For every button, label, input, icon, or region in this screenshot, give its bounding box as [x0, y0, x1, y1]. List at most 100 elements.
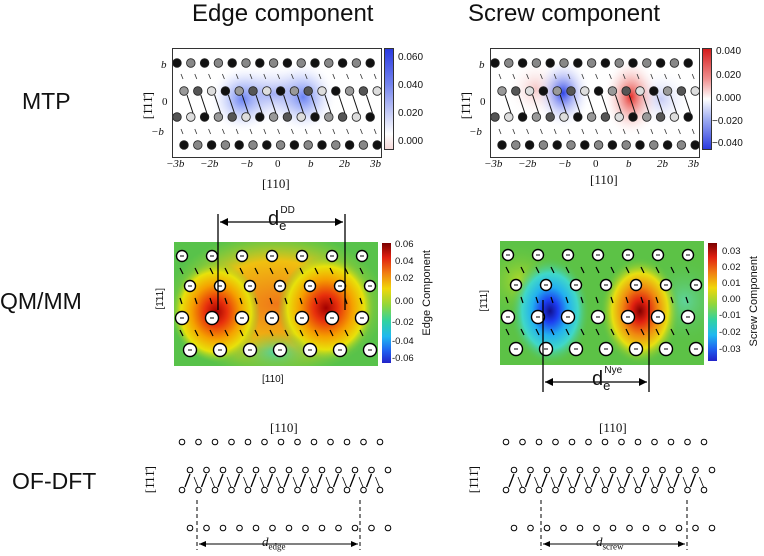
atom-marker [634, 438, 642, 446]
atom-marker [662, 86, 673, 96]
displacement-arrow [239, 267, 244, 275]
displacement-arrow [616, 476, 622, 488]
displacement-arrow [498, 73, 502, 80]
qmmm-edge-cbar-tick: 0.00 [395, 296, 414, 307]
atom-marker [676, 86, 687, 96]
displacement-arrow [224, 297, 228, 305]
atom-marker [651, 486, 658, 494]
displacement-arrow [277, 73, 280, 80]
displacement-arrow [291, 73, 294, 80]
displacement-arrow [689, 473, 697, 488]
mtp-xtick: b [308, 158, 314, 170]
qmmm-screw-panel [500, 241, 704, 365]
atom-marker [261, 438, 268, 446]
atom-marker [285, 466, 293, 474]
atom-marker [543, 524, 551, 532]
atom-marker [576, 466, 584, 474]
displacement-arrow [259, 476, 265, 488]
displacement-arrow [209, 267, 214, 275]
atom-marker [609, 524, 617, 532]
atom-marker [618, 438, 625, 446]
atom-marker [552, 140, 562, 150]
displacement-arrow [670, 296, 674, 304]
atom-marker [282, 112, 293, 122]
atom-marker [351, 524, 359, 532]
nye-sup: Nye [604, 365, 623, 377]
displacement-arrow [601, 94, 609, 114]
atom-marker [248, 86, 258, 96]
atom-marker [296, 112, 306, 122]
qmmm-edge-cbar-label: Edge Component [421, 250, 433, 336]
displacement-arrow [214, 94, 222, 114]
displacement-arrow [235, 128, 239, 135]
atom-marker [510, 524, 518, 532]
displacement-arrow [550, 476, 556, 488]
atom-marker [261, 486, 268, 494]
qmmm-edge-cbar-tick: 0.06 [395, 239, 414, 250]
mtp-screw-cbar-tick: −0.020 [712, 116, 743, 127]
dd-sub: e [279, 218, 287, 233]
displacement-arrow [573, 94, 581, 114]
atom-marker [538, 140, 549, 150]
atom-marker [384, 466, 392, 474]
atom-marker [248, 140, 258, 150]
displacement-arrow [184, 473, 191, 488]
displacement-arrow [508, 473, 515, 488]
atom-marker [675, 466, 683, 474]
displacement-arrow [505, 328, 510, 336]
row-label-ofdft: OF-DFT [12, 468, 97, 494]
displacement-arrow [349, 473, 356, 488]
atom-marker [524, 86, 535, 96]
displacement-arrow [332, 128, 336, 135]
displacement-arrow [194, 128, 198, 135]
atom-marker [268, 112, 279, 122]
mtp-edge-map [173, 58, 381, 150]
qmmm-screw-cbar-tick: 0.00 [722, 294, 741, 305]
displacement-arrow [504, 94, 512, 114]
displacement-arrow [623, 473, 631, 488]
displacement-arrow [595, 328, 600, 336]
displacement-arrow [642, 94, 650, 114]
atom-marker [708, 524, 716, 532]
displacement-arrow [565, 266, 570, 274]
displacement-arrow [314, 267, 319, 275]
atom-marker [227, 112, 237, 122]
displacement-arrow [299, 297, 303, 305]
atom-marker [527, 466, 534, 474]
atom-marker [358, 140, 369, 150]
qmmm-edge-cbar-tick: -0.06 [392, 353, 414, 364]
atom-marker [376, 486, 384, 494]
atom-marker [351, 466, 359, 474]
atom-marker [524, 140, 535, 150]
displacement-arrow [235, 73, 239, 80]
displacement-arrow [324, 94, 332, 114]
atom-marker [365, 58, 375, 68]
atom-marker [331, 86, 341, 96]
qmmm-screw-cbar-tick: 0.01 [722, 278, 741, 289]
displacement-arrow [360, 128, 363, 135]
displacement-arrow [534, 476, 539, 488]
atom-marker [585, 486, 592, 494]
atom-marker [335, 466, 342, 474]
displacement-arrow [277, 128, 280, 135]
atom-marker [317, 140, 327, 150]
atom-marker [676, 140, 687, 150]
atom-marker [535, 486, 543, 494]
atom-marker [310, 58, 320, 68]
atom-marker [511, 140, 521, 150]
displacement-arrow [565, 296, 569, 304]
mtp-edge-xlabel: [110] [262, 176, 290, 191]
atom-marker [358, 86, 369, 96]
displacement-arrow [581, 128, 585, 135]
qmmm-screw-cbar-tick: -0.03 [719, 344, 741, 355]
atom-marker [690, 86, 699, 96]
atom-marker [614, 58, 624, 68]
displacement-arrow [239, 329, 244, 337]
atom-marker [220, 86, 231, 96]
atom-marker [213, 58, 224, 68]
displacement-arrow [553, 128, 557, 135]
atom-marker [621, 140, 631, 150]
mtp-edge-ytick: 0 [162, 96, 168, 108]
displacement-arrow [241, 94, 249, 114]
qmmm-screw-cbar-label: Screw Component [748, 256, 760, 347]
